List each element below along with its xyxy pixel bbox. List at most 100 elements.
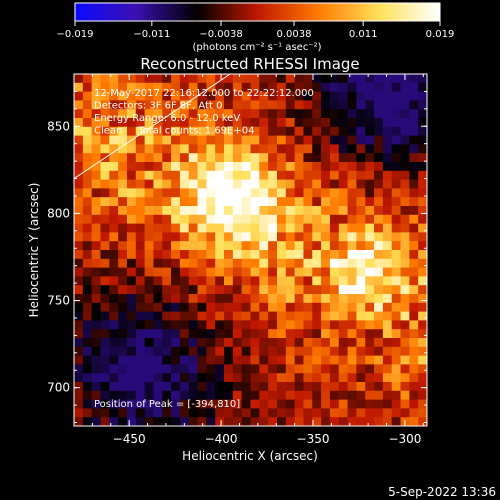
heatmap-cell bbox=[100, 118, 110, 128]
heatmap-cell bbox=[179, 241, 190, 251]
heatmap-cell bbox=[126, 258, 137, 269]
heatmap-cell bbox=[232, 214, 243, 225]
heatmap-cell bbox=[153, 311, 163, 321]
heatmap-cell bbox=[374, 153, 384, 163]
heatmap-cell bbox=[374, 338, 384, 348]
heatmap-cell bbox=[250, 241, 260, 251]
heatmap-cell bbox=[144, 188, 155, 198]
heatmap-cell bbox=[179, 135, 190, 145]
heatmap-cell bbox=[312, 188, 322, 198]
observation-annotations: 12-May-2017 22:16:12.000 to 22:22:12.000… bbox=[94, 88, 314, 137]
heatmap-cell bbox=[285, 320, 296, 330]
heatmap-cell bbox=[109, 91, 119, 101]
heatmap-cell bbox=[276, 302, 287, 313]
heatmap-cell bbox=[259, 355, 269, 365]
heatmap-cell bbox=[382, 382, 393, 392]
heatmap-cell bbox=[215, 276, 225, 286]
heatmap-cell bbox=[329, 382, 340, 392]
heatmap-cell bbox=[135, 153, 146, 163]
heatmap-cell bbox=[74, 135, 84, 145]
heatmap-cell bbox=[303, 258, 313, 269]
footer-timestamp: 5-Sep-2022 13:36 bbox=[388, 485, 496, 499]
heatmap-cell bbox=[91, 346, 102, 357]
heatmap-cell bbox=[74, 214, 84, 225]
heatmap-cell bbox=[374, 109, 384, 119]
heatmap-cell bbox=[347, 250, 357, 260]
heatmap-cell bbox=[329, 329, 340, 339]
heatmap-cell bbox=[312, 91, 322, 101]
heatmap-cell bbox=[294, 135, 305, 145]
heatmap-cell bbox=[268, 364, 278, 374]
heatmap-cell bbox=[285, 276, 296, 286]
heatmap-cell bbox=[144, 311, 155, 321]
heatmap-cell bbox=[303, 373, 313, 383]
heatmap-cell bbox=[268, 250, 278, 260]
heatmap-cell bbox=[303, 118, 313, 128]
heatmap-cell bbox=[153, 399, 163, 409]
heatmap-cell bbox=[347, 74, 357, 84]
heatmap-cell bbox=[215, 153, 225, 163]
heatmap-cell bbox=[232, 267, 243, 277]
heatmap-cell bbox=[259, 294, 269, 304]
heatmap-cell bbox=[126, 285, 137, 295]
heatmap-cell bbox=[259, 408, 269, 418]
heatmap-cell bbox=[74, 338, 84, 348]
heatmap-cell bbox=[215, 135, 225, 145]
heatmap-cell bbox=[409, 232, 419, 242]
heatmap-cell bbox=[135, 258, 146, 269]
heatmap-cell bbox=[82, 346, 93, 357]
heatmap-cell bbox=[215, 144, 225, 154]
heatmap-cell bbox=[365, 118, 375, 128]
heatmap-cell bbox=[391, 267, 402, 277]
heatmap-cell bbox=[338, 241, 349, 251]
heatmap-cell bbox=[206, 311, 216, 321]
heatmap-cell bbox=[418, 355, 427, 365]
heatmap-cell bbox=[294, 170, 305, 181]
heatmap-cell bbox=[197, 373, 207, 383]
heatmap-cell bbox=[250, 118, 260, 128]
heatmap-cell bbox=[241, 162, 252, 172]
heatmap-cell bbox=[144, 197, 155, 207]
heatmap-cell bbox=[391, 188, 402, 198]
heatmap-cell bbox=[100, 417, 110, 426]
heatmap-cell bbox=[144, 258, 155, 269]
heatmap-cell bbox=[118, 258, 128, 269]
heatmap-cell bbox=[303, 82, 313, 93]
heatmap-cell bbox=[321, 311, 331, 321]
heatmap-cell bbox=[338, 302, 349, 313]
heatmap-cell bbox=[347, 126, 357, 137]
heatmap-cell bbox=[179, 258, 190, 269]
heatmap-cell bbox=[241, 135, 252, 145]
heatmap-cell bbox=[365, 302, 375, 313]
heatmap-cell bbox=[82, 82, 93, 93]
heatmap-cell bbox=[153, 417, 163, 426]
heatmap-cell bbox=[268, 74, 278, 84]
heatmap-cell bbox=[100, 100, 110, 110]
heatmap-cell bbox=[171, 179, 181, 189]
heatmap-cell bbox=[312, 109, 322, 119]
heatmap-cell bbox=[241, 126, 252, 137]
heatmap-cell bbox=[241, 329, 252, 339]
heatmap-cell bbox=[91, 170, 102, 181]
heatmap-cell bbox=[418, 170, 427, 181]
heatmap-cell bbox=[171, 320, 181, 330]
heatmap-cell bbox=[400, 206, 410, 216]
heatmap-cell bbox=[356, 320, 366, 330]
heatmap-cell bbox=[400, 135, 410, 145]
heatmap-cell bbox=[74, 382, 84, 392]
heatmap-cell bbox=[268, 258, 278, 269]
heatmap-cell bbox=[321, 118, 331, 128]
heatmap-cell bbox=[74, 82, 84, 93]
plot-frame bbox=[73, 73, 428, 427]
heatmap-cell bbox=[171, 170, 181, 181]
heatmap-cell bbox=[100, 206, 110, 216]
heatmap-cell bbox=[135, 302, 146, 313]
heatmap-cell bbox=[241, 144, 252, 154]
heatmap-cell bbox=[400, 258, 410, 269]
heatmap-cell bbox=[268, 241, 278, 251]
heatmap-cell bbox=[224, 179, 234, 189]
heatmap-cell bbox=[162, 162, 172, 172]
heatmap-cell bbox=[365, 355, 375, 365]
heatmap-cell bbox=[171, 329, 181, 339]
heatmap-cell bbox=[144, 382, 155, 392]
